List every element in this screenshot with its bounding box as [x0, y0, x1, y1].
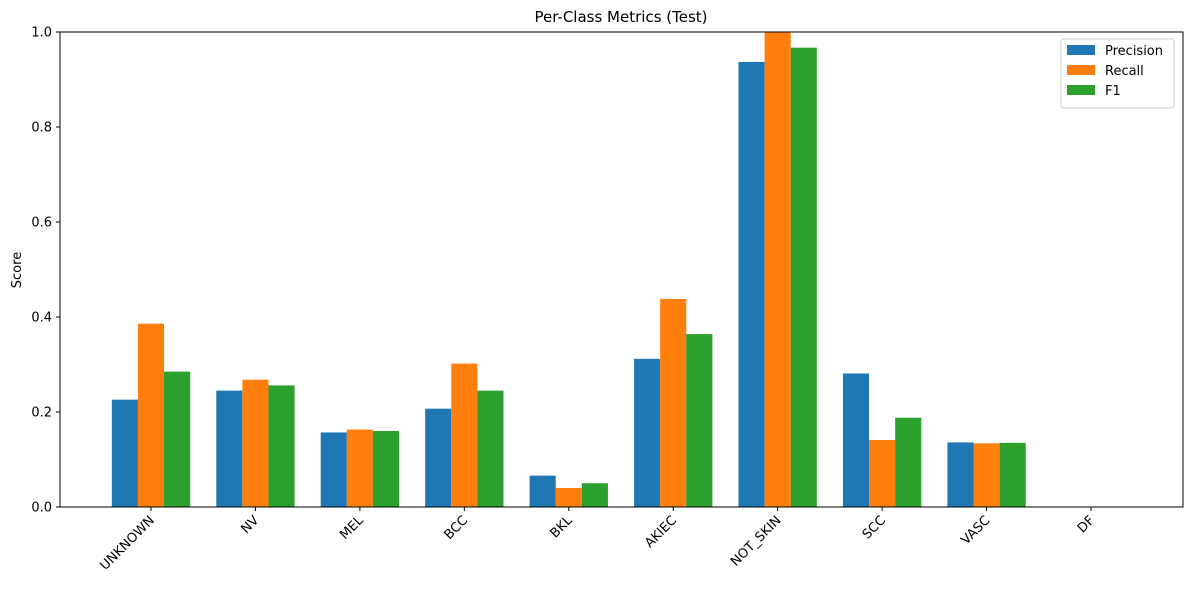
y-tick-label: 1.0 [31, 26, 52, 41]
bar-precision-mel [320, 432, 347, 507]
y-tick-label: 0.6 [31, 216, 52, 231]
y-tick-label: 0.4 [31, 311, 52, 326]
x-tick-label: SCC [860, 513, 889, 542]
bar-f1-vasc [999, 442, 1026, 508]
bar-f1-bcc [477, 390, 504, 508]
x-tick-label: NOT_SKIN [728, 513, 784, 569]
bar-recall-vasc [973, 443, 1000, 507]
bar-f1-scc [895, 417, 922, 507]
bar-precision-bcc [425, 408, 452, 507]
legend-swatch-recall [1067, 65, 1095, 75]
bar-f1-nv [268, 385, 295, 507]
y-tick-label: 0.2 [31, 406, 52, 421]
bar-recall-bkl [555, 488, 582, 507]
bar-f1-mel [372, 431, 400, 507]
plot-frame [59, 31, 1184, 508]
y-tick-label: 0.0 [31, 501, 52, 516]
bar-precision-bkl [529, 475, 556, 507]
x-tick-label: NV [238, 513, 262, 537]
bar-precision-akiec [634, 358, 661, 507]
legend-label-precision: Precision [1105, 44, 1163, 59]
bar-f1-not_skin [790, 47, 817, 508]
x-tick-label: VASC [959, 513, 994, 548]
legend-swatch-f1 [1067, 85, 1095, 95]
bar-recall-scc [869, 440, 896, 507]
x-tick-label: UNKNOWN [98, 513, 158, 573]
bar-precision-scc [842, 373, 870, 507]
y-axis-label: Score [10, 252, 25, 288]
bar-precision-unknown [111, 399, 138, 507]
bar-precision-not_skin [738, 61, 765, 508]
bars-group [111, 32, 1026, 508]
legend: Precision Recall F1 [1060, 38, 1175, 109]
bar-f1-unknown [164, 371, 191, 508]
legend-swatch-precision [1067, 45, 1095, 55]
chart-title: Per-Class Metrics (Test) [534, 8, 707, 26]
bar-precision-nv [216, 390, 243, 508]
bar-recall-akiec [660, 298, 687, 507]
x-tick-label: DF [1075, 513, 1098, 536]
x-tick-label: BCC [442, 513, 472, 543]
bar-recall-bcc [451, 363, 478, 507]
bar-recall-nv [242, 379, 269, 507]
bar-f1-akiec [686, 334, 713, 507]
y-ticks-group: 0.0 0.2 0.4 0.6 0.8 1.0 [31, 26, 60, 516]
bar-recall-not_skin [764, 32, 791, 507]
bar-recall-mel [346, 429, 373, 507]
x-tick-label: MEL [337, 513, 367, 543]
x-ticks-group: UNKNOWN NV MEL BCC BKL AKIEC NOT_SKIN SCC VASC DF [98, 507, 1098, 574]
bar-precision-vasc [947, 442, 974, 507]
bar-f1-bkl [581, 483, 608, 507]
legend-label-f1: F1 [1105, 84, 1121, 99]
legend-label-recall: Recall [1105, 64, 1144, 79]
x-tick-label: AKIEC [642, 513, 680, 551]
bar-recall-unknown [137, 323, 165, 507]
x-tick-label: BKL [548, 513, 577, 542]
y-tick-label: 0.8 [31, 121, 52, 136]
